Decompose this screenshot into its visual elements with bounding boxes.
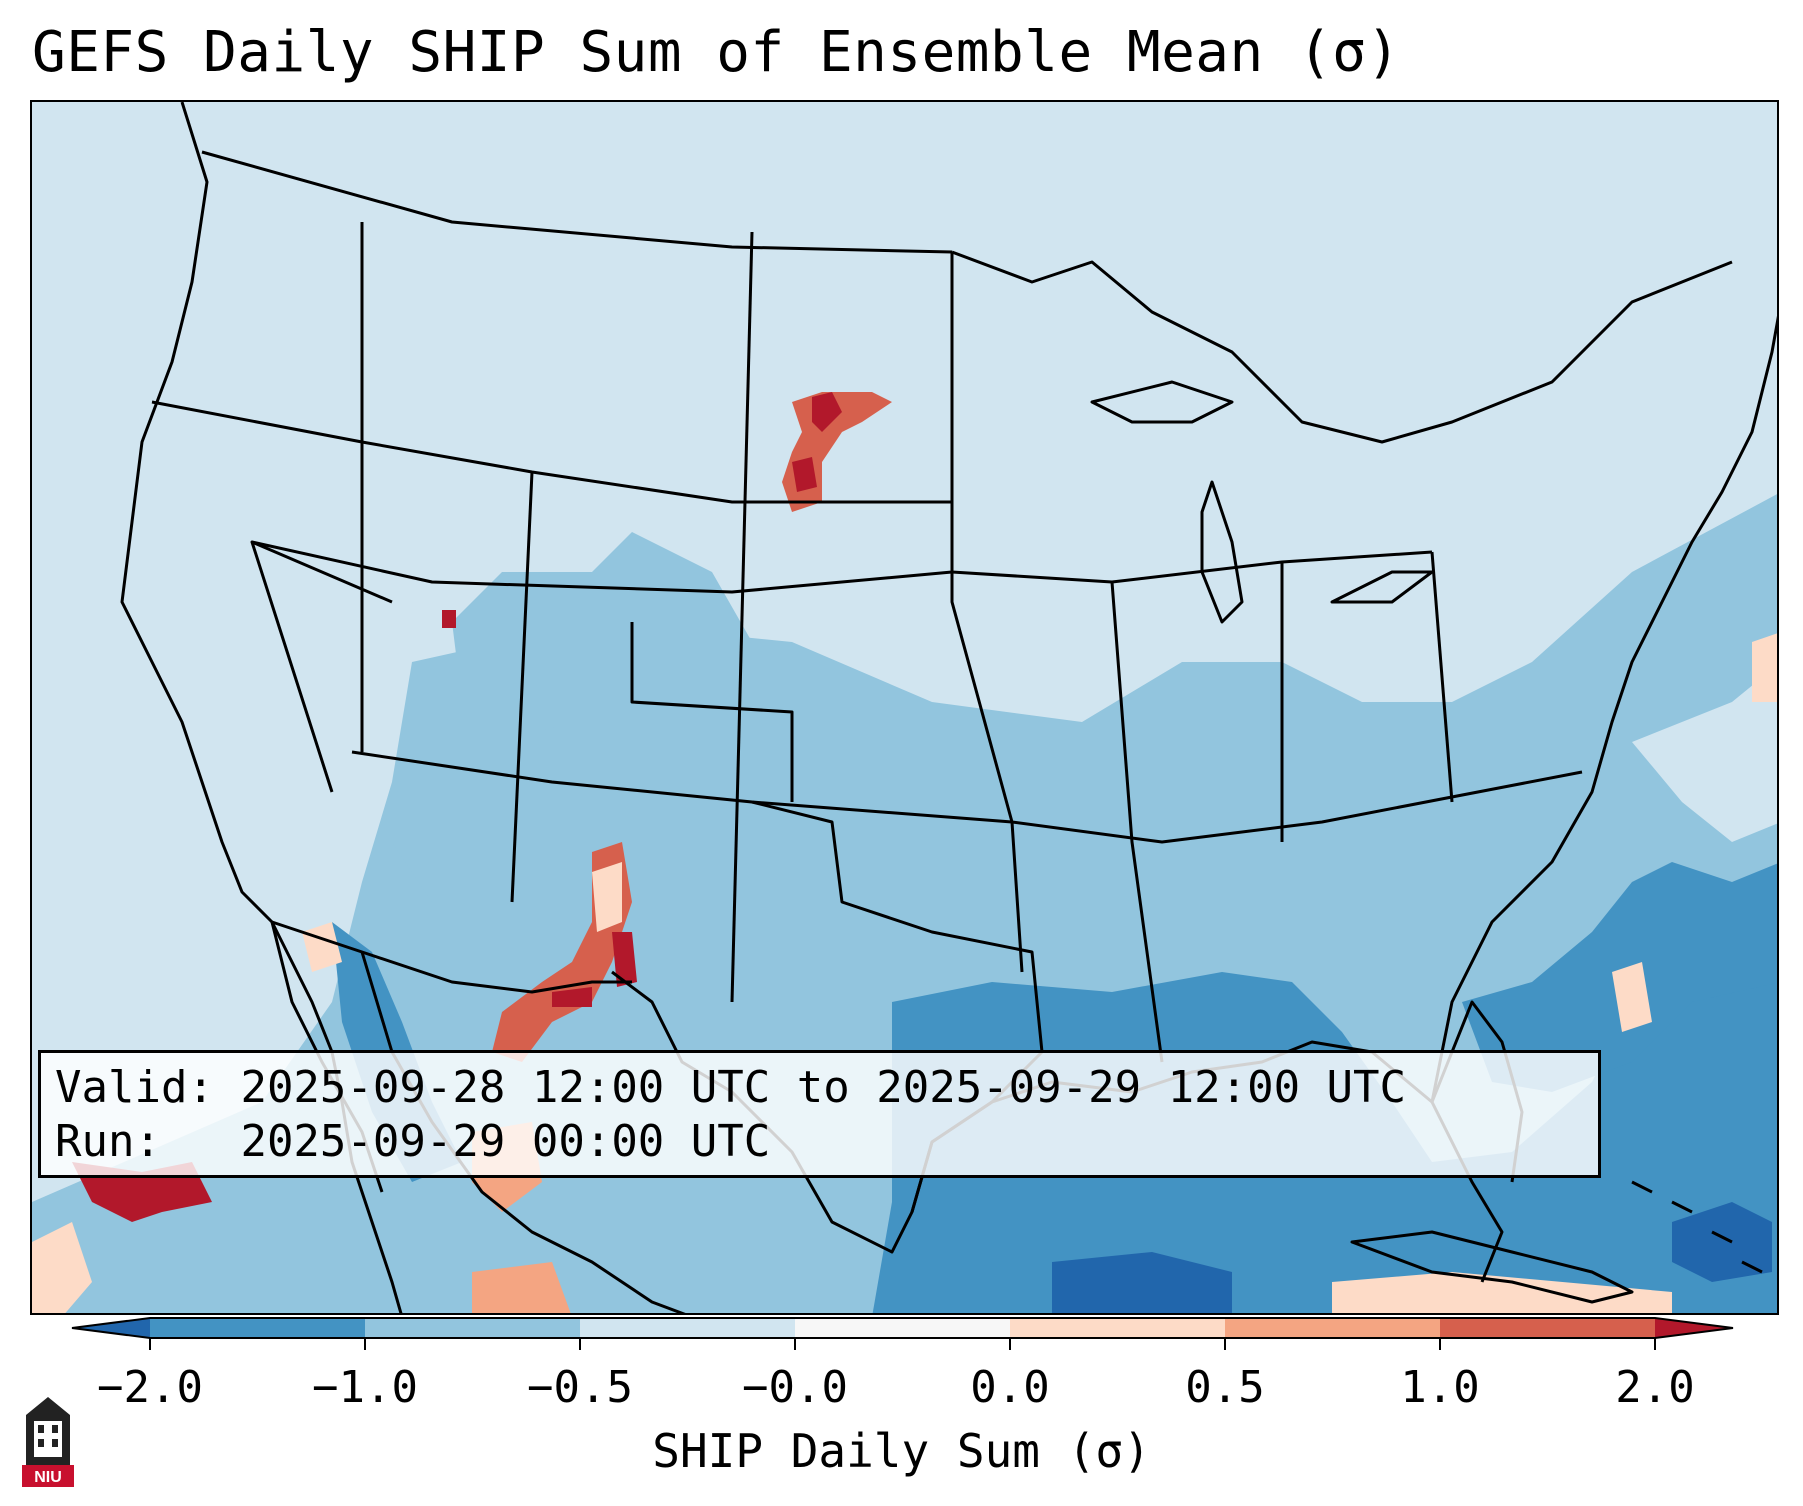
field-mid-blue-arizona: [392, 742, 532, 922]
field-pink-newmexico: [592, 862, 622, 932]
colorbar-tick-label: 2.0: [1615, 1362, 1695, 1413]
valid-value: 2025-09-28 12:00 UTC to 2025-09-29 12:00…: [240, 1062, 1407, 1113]
cuba: [1350, 1230, 1634, 1304]
lake-superior: [1090, 380, 1234, 424]
colorbar-tick-label: −2.0: [97, 1362, 203, 1413]
colorbar-tick-label: 0.0: [970, 1362, 1050, 1413]
chart-title: GEFS Daily SHIP Sum of Ensemble Mean (σ): [32, 20, 1401, 85]
run-value: 2025-09-29 00:00 UTC: [240, 1116, 771, 1167]
colorbar-over-arrow: [1655, 1318, 1733, 1338]
colorbar-segment: [1440, 1318, 1656, 1338]
colorbar-segment: [365, 1318, 581, 1338]
run-label: Run:: [55, 1116, 161, 1167]
colorbar-segment: [150, 1318, 366, 1338]
colorbar-tick-label: −0.0: [742, 1362, 848, 1413]
lake-erie: [1330, 570, 1434, 604]
colorbar-tick-label: 0.5: [1185, 1362, 1265, 1413]
colorbar-tick-label: 1.0: [1400, 1362, 1480, 1413]
colorbar-under-arrow: [72, 1318, 150, 1338]
university-tower-icon: NIU: [22, 1397, 74, 1487]
field-orange-carib: [472, 1262, 571, 1313]
colorbar-segment: [795, 1318, 1011, 1338]
colorbar-label: SHIP Daily Sum (σ): [652, 1424, 1151, 1478]
field-deep-blue-bahamas: [1672, 1202, 1772, 1282]
bahamas: [1631, 1180, 1763, 1274]
east-coastline: [1430, 315, 1777, 1103]
field-pink-pacific: [32, 1222, 92, 1313]
field-light-atlantic: [1632, 665, 1777, 842]
field-pink-carib: [1332, 1272, 1672, 1313]
great-lakes-border: [951, 250, 1733, 444]
colorbar-segments: [150, 1318, 1656, 1338]
colorbar-segment: [1010, 1318, 1226, 1338]
colorbar-tick-label: −0.5: [527, 1362, 633, 1413]
field-mid-blue-rockies: [452, 532, 752, 742]
colorbar-tick-label: −1.0: [312, 1362, 418, 1413]
field-red-idaho: [442, 610, 456, 628]
field-darkred-dakotas: [792, 392, 842, 492]
field-deep-blue-carib: [1052, 1252, 1232, 1313]
colorbar-segment: [580, 1318, 796, 1338]
logo-text: NIU: [34, 1469, 62, 1486]
colorbar-segment: [1225, 1318, 1441, 1338]
lake-michigan: [1200, 480, 1244, 624]
field-darkred-newmexico: [552, 932, 637, 1007]
field-pink-atlantic: [1612, 633, 1777, 1032]
colorbar: [71, 1317, 1734, 1350]
us-canada-border: [201, 150, 953, 254]
mexico-border: [271, 920, 632, 994]
validity-info-box: Valid: 2025-09-28 12:00 UTC to 2025-09-2…: [38, 1050, 1601, 1178]
colorbar-ticks: [149, 1338, 1656, 1350]
valid-label: Valid:: [55, 1062, 214, 1113]
